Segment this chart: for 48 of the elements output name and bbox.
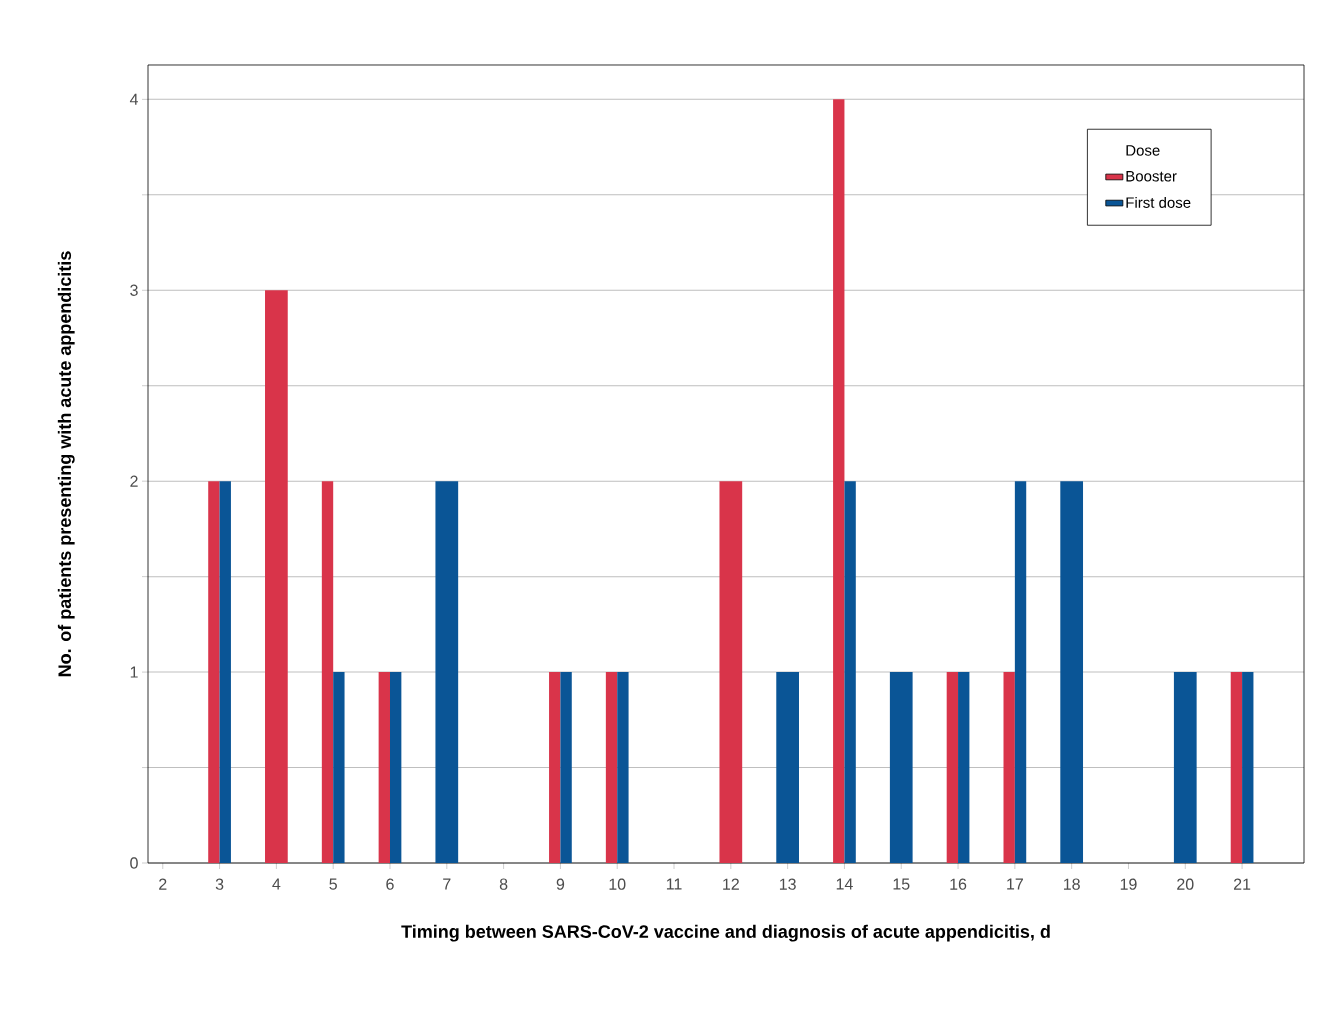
bar (1242, 672, 1254, 863)
bar (333, 672, 345, 863)
x-tick-label: 14 (836, 878, 853, 890)
x-tick-label: 7 (443, 878, 451, 890)
x-tick-label: 13 (779, 878, 796, 890)
x-tick-label: 19 (1120, 878, 1137, 890)
bar (208, 481, 220, 863)
bar (389, 672, 402, 863)
x-tick-label: 20 (1177, 878, 1194, 890)
bar (958, 672, 970, 863)
bar (378, 672, 390, 863)
bar (946, 672, 959, 863)
legend-label: Booster (1126, 171, 1177, 182)
x-tick-label: 8 (499, 878, 508, 890)
x-tick-label: 6 (386, 878, 394, 890)
x-tick-label: 16 (950, 878, 967, 890)
x-tick-label: 21 (1233, 878, 1251, 890)
bar (1003, 672, 1015, 863)
x-tick-label: 15 (893, 878, 910, 890)
legend-label: First dose (1126, 196, 1191, 208)
y-axis-title: No. of patients presenting with acute appendicitis (57, 251, 75, 677)
bar (1014, 481, 1027, 863)
x-tick-label: 10 (609, 878, 626, 890)
x-axis-title: Timing between SARS-CoV-2 vaccine and diagnosis of acute appendicitis, d (401, 924, 1050, 942)
x-tick-label: 18 (1063, 878, 1080, 890)
bar (321, 481, 334, 863)
y-tick-label: 3 (130, 284, 138, 296)
y-tick-label: 1 (130, 666, 138, 678)
y-tick-label: 0 (130, 857, 138, 869)
x-tick-label: 9 (556, 878, 565, 890)
bar (1230, 672, 1243, 863)
bar (844, 481, 856, 863)
x-tick-label: 2 (159, 878, 167, 890)
x-tick-label: 5 (329, 878, 337, 890)
x-tick-label: 4 (272, 878, 281, 890)
x-tick-label: 17 (1007, 878, 1023, 890)
legend-title: Dose (1126, 145, 1160, 156)
bar (219, 481, 231, 863)
bar (560, 672, 572, 863)
bar (549, 672, 561, 863)
y-tick-label: 4 (129, 93, 138, 105)
x-tick-label: 11 (666, 878, 682, 890)
x-tick-label: 3 (215, 878, 224, 890)
bar (617, 672, 629, 863)
x-tick-label: 12 (723, 878, 739, 890)
y-tick-label: 2 (130, 475, 138, 487)
bar (605, 672, 618, 863)
bar (833, 99, 845, 863)
